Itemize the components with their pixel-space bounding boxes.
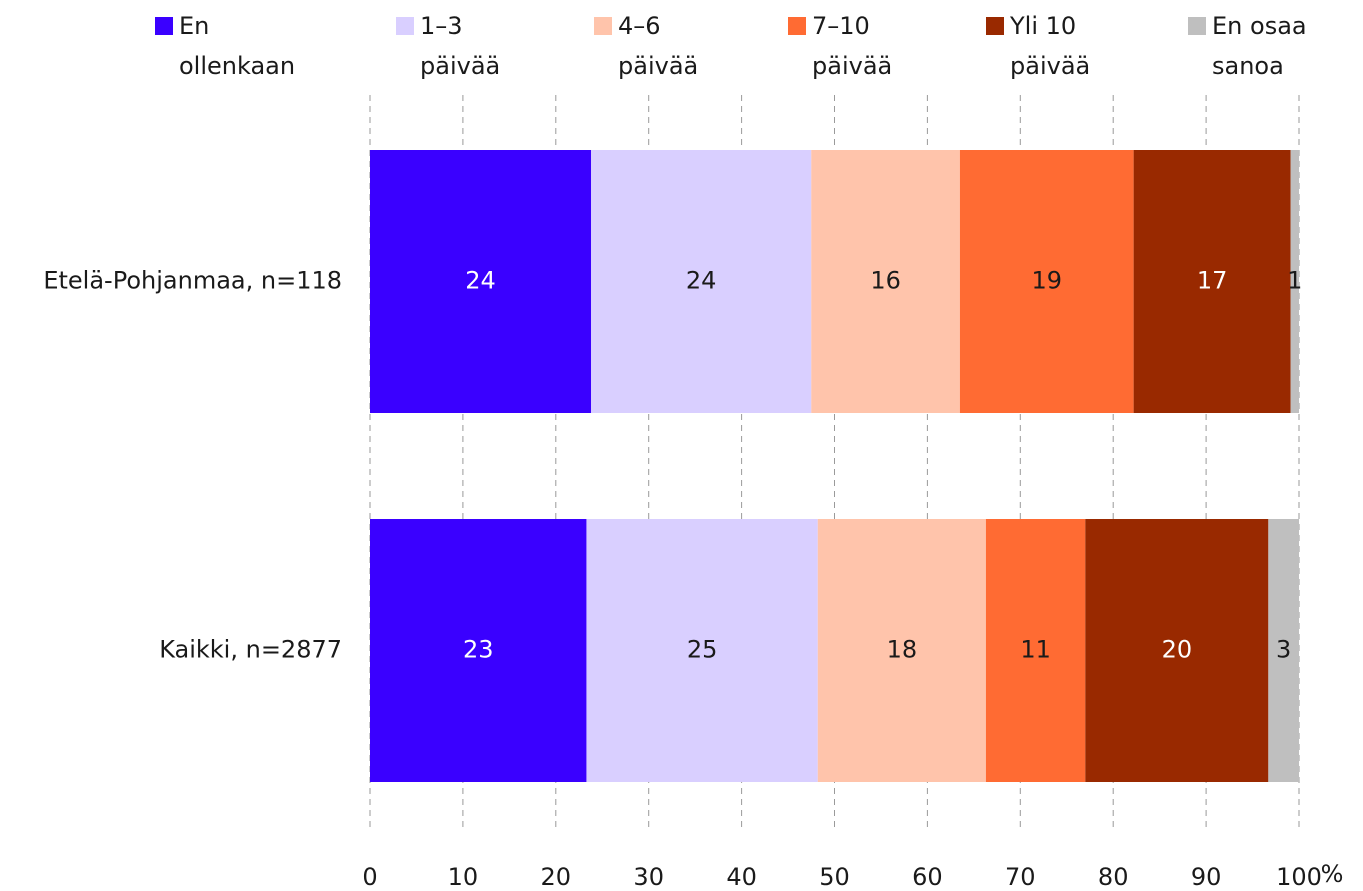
bar-segment xyxy=(985,519,1086,782)
y-tick-label: Etelä-Pohjanmaa, n=118 xyxy=(43,267,342,295)
data-label: 3 xyxy=(1276,636,1291,664)
data-label: 11 xyxy=(1020,636,1051,664)
bar-segment xyxy=(370,150,592,413)
x-axis-label: % xyxy=(1321,860,1344,888)
x-tick-label: 60 xyxy=(912,863,943,891)
data-label: 24 xyxy=(465,267,496,295)
legend-swatch xyxy=(396,17,414,35)
data-label: 18 xyxy=(887,636,918,664)
bar-segment xyxy=(591,150,812,413)
legend-swatch xyxy=(986,17,1004,35)
bar-segment xyxy=(1133,150,1291,413)
x-tick-label: 70 xyxy=(1005,863,1036,891)
legend-swatch xyxy=(155,17,173,35)
x-tick-label: 80 xyxy=(1098,863,1129,891)
bar-segment xyxy=(959,150,1134,413)
data-label: 20 xyxy=(1162,636,1193,664)
bar-segment xyxy=(817,519,986,782)
legend-label: En osaa sanoa xyxy=(1212,12,1314,80)
x-tick-label: 30 xyxy=(633,863,664,891)
x-tick-label: 100 xyxy=(1276,863,1322,891)
bar-segment xyxy=(586,519,818,782)
bar-segment xyxy=(1085,519,1269,782)
data-label: 23 xyxy=(463,636,494,664)
legend-label: 7–10 päivää xyxy=(812,12,892,80)
data-label: 16 xyxy=(870,267,901,295)
x-tick-label: 50 xyxy=(819,863,850,891)
data-label: 1 xyxy=(1287,267,1302,295)
x-tick-label: 0 xyxy=(362,863,377,891)
legend-swatch xyxy=(594,17,612,35)
legend-label: 4–6 päivää xyxy=(618,12,698,80)
bar-segment xyxy=(811,150,960,413)
x-tick-label: 40 xyxy=(726,863,757,891)
x-tick-label: 20 xyxy=(541,863,572,891)
y-tick-label: Kaikki, n=2877 xyxy=(159,636,342,664)
x-tick-label: 90 xyxy=(1191,863,1222,891)
data-label: 25 xyxy=(687,636,718,664)
legend-swatch xyxy=(788,17,806,35)
bar-segment xyxy=(370,519,587,782)
legend-label: Yli 10 päivää xyxy=(1009,12,1090,80)
legend-label: En ollenkaan xyxy=(179,12,295,80)
x-tick-label: 10 xyxy=(448,863,479,891)
data-label: 17 xyxy=(1197,267,1228,295)
bar-segment xyxy=(1268,519,1299,782)
bar-segment xyxy=(1290,150,1299,413)
legend-swatch xyxy=(1188,17,1206,35)
data-label: 24 xyxy=(686,267,717,295)
data-label: 19 xyxy=(1032,267,1063,295)
legend-label: 1–3 päivää xyxy=(420,12,500,80)
